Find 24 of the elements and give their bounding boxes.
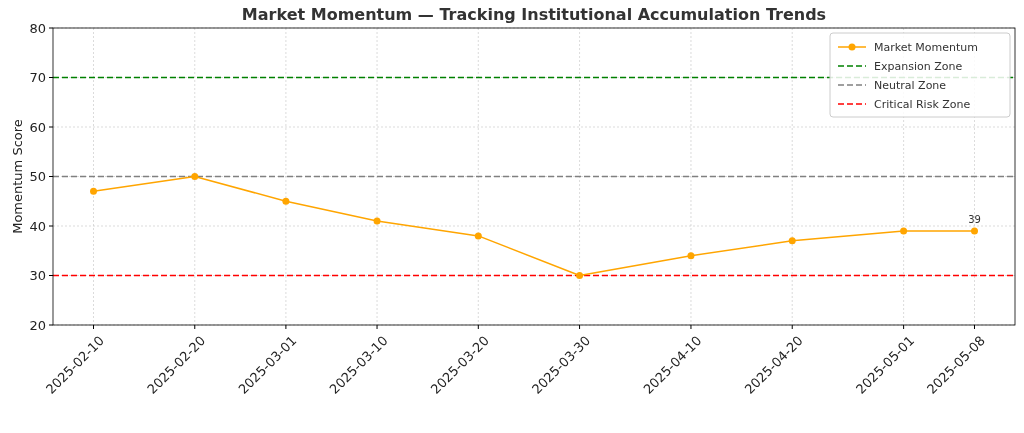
point: [971, 227, 978, 235]
point: [373, 217, 381, 225]
point: [282, 197, 290, 205]
point: [191, 173, 199, 180]
y-tick-label: 20: [29, 317, 46, 333]
y-axis-title: Momentum Score: [10, 119, 25, 234]
y-tick-label: 40: [29, 218, 46, 234]
y-tick-label: 70: [29, 70, 46, 86]
point: [687, 252, 695, 260]
legend-label: Neutral Zone: [874, 78, 947, 92]
point: [474, 232, 482, 240]
y-tick-label: 50: [29, 169, 46, 185]
annotation: 39: [968, 213, 981, 225]
point: [90, 187, 98, 195]
y-tick-label: 80: [29, 20, 46, 36]
point: [576, 272, 584, 279]
legend-label: Critical Risk Zone: [874, 97, 971, 111]
legend-label: Market Momentum: [874, 40, 978, 54]
y-tick-label: 60: [29, 119, 46, 135]
y-tick-label: 30: [29, 268, 46, 284]
point: [900, 227, 908, 235]
point: [788, 237, 796, 245]
chart-title: Market Momentum — Tracking Institutional Accumulation Trends: [241, 5, 827, 24]
legend-label: Expansion Zone: [874, 59, 963, 73]
